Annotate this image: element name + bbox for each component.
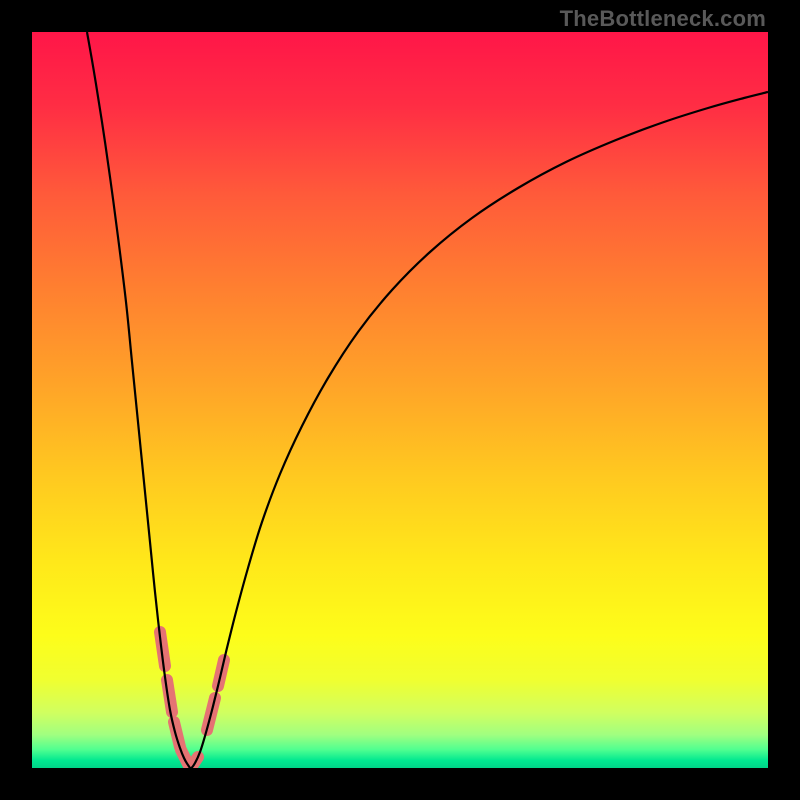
plot-area xyxy=(32,32,768,768)
watermark-text: TheBottleneck.com xyxy=(560,6,766,32)
bottleneck-curve xyxy=(87,32,768,768)
curve-layer xyxy=(32,32,768,768)
chart-frame: TheBottleneck.com xyxy=(0,0,800,800)
